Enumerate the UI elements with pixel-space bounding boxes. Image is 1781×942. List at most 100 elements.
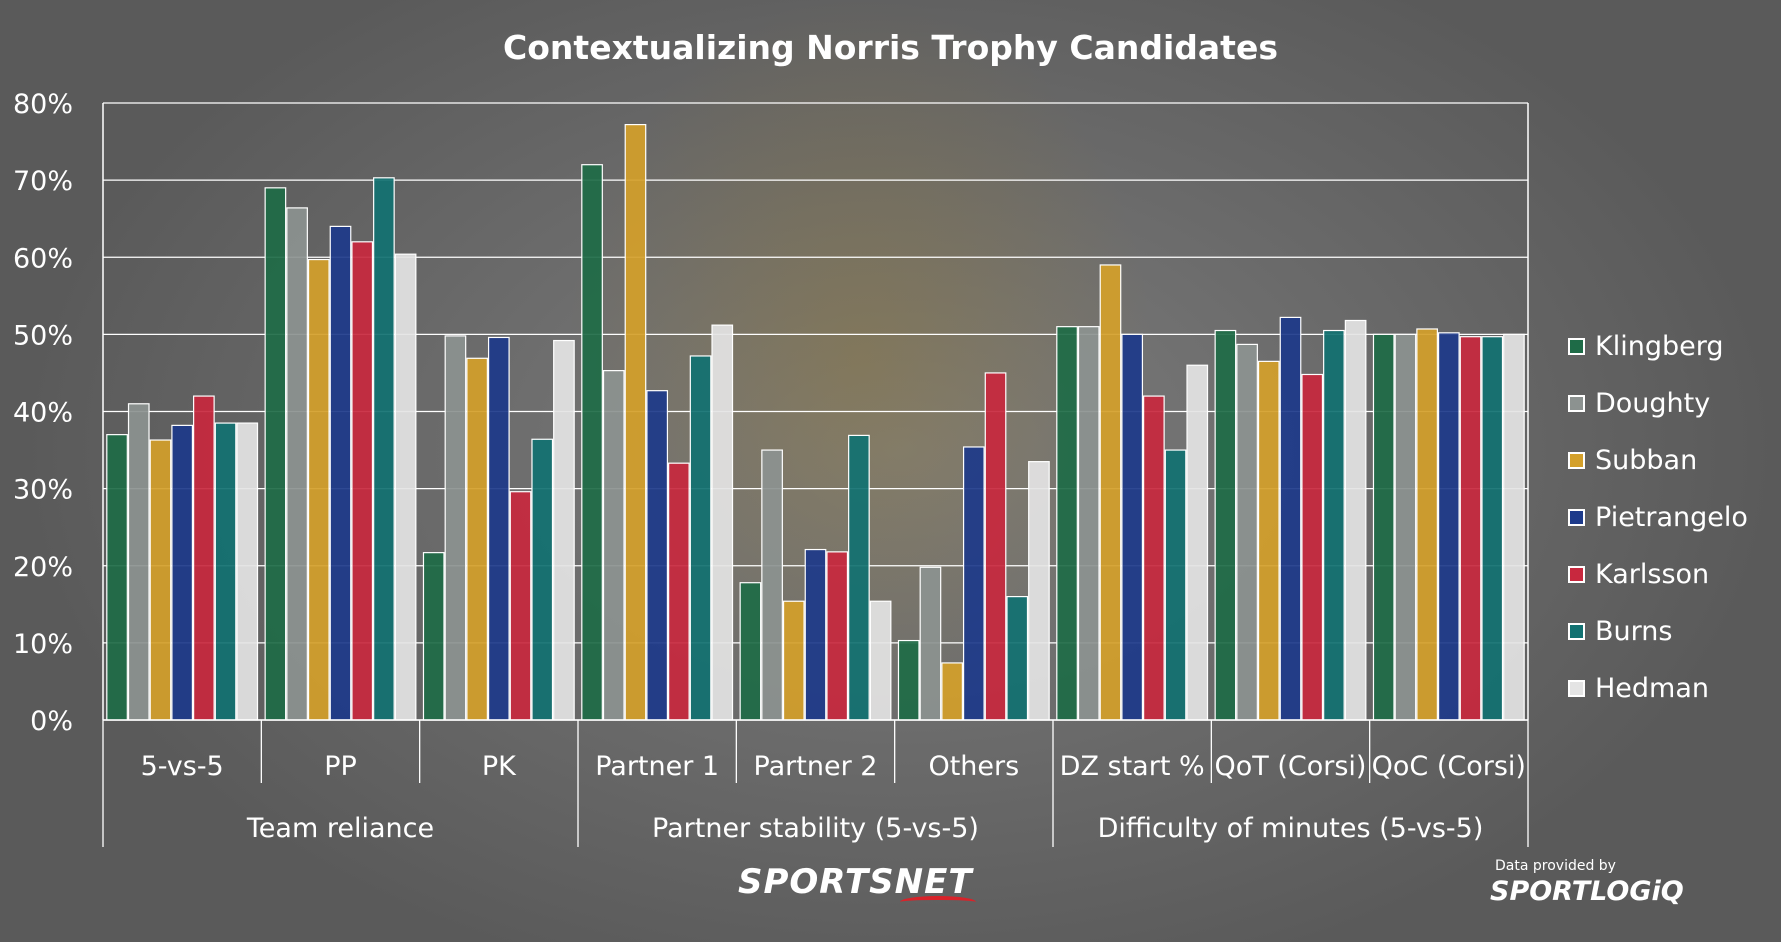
bar-subban [1257, 360, 1280, 721]
group-label: Difficulty of minutes (5-vs-5) [1098, 813, 1484, 844]
legend-label-karlsson: Karlsson [1595, 559, 1710, 590]
bar-klingberg [1056, 326, 1078, 721]
bar-doughty [919, 566, 942, 721]
bar-subban [466, 357, 488, 721]
y-tick-label: 70% [13, 166, 73, 197]
bar-doughty [1236, 343, 1258, 721]
legend-swatch-burns [1568, 623, 1585, 640]
legend-swatch-klingberg [1568, 338, 1585, 355]
y-tick-label: 80% [13, 89, 73, 120]
bar-pietrangelo [1437, 332, 1460, 721]
bar-burns [531, 438, 554, 721]
bar-hedman [1028, 461, 1050, 721]
bar-klingberg [739, 582, 762, 721]
data-credit: Data provided by [1495, 858, 1616, 874]
bar-karlsson [1459, 336, 1482, 721]
bar-burns [848, 434, 870, 721]
bar-doughty [286, 207, 308, 721]
legend-swatch-doughty [1568, 395, 1585, 412]
bar-subban [624, 123, 647, 721]
group-label: Team reliance [246, 813, 434, 844]
bar-doughty [1077, 326, 1100, 721]
bar-doughty [444, 335, 467, 721]
legend-item-karlsson: Karlsson [1568, 546, 1773, 603]
bar-hedman [553, 339, 575, 721]
bar-doughty [1394, 333, 1417, 721]
legend-label-burns: Burns [1595, 616, 1673, 647]
bar-doughty [602, 370, 625, 721]
bar-pietrangelo [804, 548, 827, 721]
bar-subban [782, 600, 805, 721]
bar-pietrangelo [487, 336, 510, 721]
bar-doughty [761, 449, 783, 721]
y-tick-label: 50% [13, 320, 73, 351]
bar-klingberg [106, 434, 128, 721]
bar-hedman [1503, 333, 1525, 721]
legend-label-pietrangelo: Pietrangelo [1595, 502, 1748, 533]
legend: Klingberg Doughty Subban Pietrangelo Kar… [1568, 318, 1773, 717]
bar-karlsson [1301, 373, 1324, 721]
bar-pietrangelo [329, 225, 352, 721]
y-tick-label: 30% [13, 475, 73, 506]
x-tick-label: DZ start % [1060, 751, 1205, 782]
legend-swatch-hedman [1568, 680, 1585, 697]
bar-pietrangelo [962, 446, 985, 721]
x-tick-label: QoC (Corsi) [1372, 751, 1526, 782]
legend-item-doughty: Doughty [1568, 375, 1773, 432]
bar-karlsson [351, 241, 374, 721]
x-tick-label: Partner 1 [595, 751, 719, 782]
bar-burns [1481, 336, 1504, 721]
legend-label-hedman: Hedman [1595, 673, 1710, 704]
bar-subban [149, 439, 172, 721]
bar-burns [1164, 449, 1187, 721]
bar-karlsson [1143, 395, 1165, 721]
y-tick-label: 0% [30, 706, 73, 737]
bar-klingberg [1214, 329, 1237, 721]
legend-label-subban: Subban [1595, 445, 1698, 476]
bar-hedman [394, 253, 417, 721]
bar-klingberg [422, 552, 445, 721]
bar-burns [689, 355, 712, 721]
legend-item-subban: Subban [1568, 432, 1773, 489]
bar-pietrangelo [171, 424, 194, 721]
bar-klingberg [264, 187, 287, 721]
legend-label-klingberg: Klingberg [1595, 331, 1724, 362]
bar-karlsson [668, 462, 690, 721]
chart-title: Contextualizing Norris Trophy Candidates [503, 28, 1278, 67]
bar-karlsson [984, 372, 1007, 721]
x-tick-label: Partner 2 [754, 751, 878, 782]
legend-item-hedman: Hedman [1568, 660, 1773, 717]
bar-karlsson [826, 551, 849, 721]
bar-burns [214, 422, 237, 721]
bar-pietrangelo [1279, 316, 1302, 721]
legend-item-klingberg: Klingberg [1568, 318, 1773, 375]
legend-swatch-karlsson [1568, 566, 1585, 583]
x-tick-label: 5-vs-5 [141, 751, 224, 782]
y-tick-label: 20% [13, 552, 73, 583]
bar-hedman [869, 600, 892, 721]
x-tick-label: Others [928, 751, 1019, 782]
sportlogiq-logo: SPORTLOGiQ [1490, 876, 1684, 907]
bar-pietrangelo [646, 390, 669, 721]
bar-burns [1006, 595, 1029, 721]
bar-hedman [1186, 364, 1209, 721]
y-tick-label: 40% [13, 398, 73, 429]
bar-klingberg [581, 164, 603, 721]
bar-pietrangelo [1121, 333, 1144, 721]
sportsnet-swoosh-icon [900, 896, 976, 908]
bar-klingberg [1372, 333, 1395, 721]
legend-swatch-pietrangelo [1568, 509, 1585, 526]
bar-subban [1416, 328, 1438, 721]
x-tick-label: PK [482, 751, 517, 782]
legend-item-burns: Burns [1568, 603, 1773, 660]
bar-hedman [711, 324, 734, 721]
group-label: Partner stability (5-vs-5) [652, 813, 979, 844]
y-tick-label: 10% [13, 629, 73, 660]
bar-burns [1323, 329, 1345, 721]
bar-doughty [127, 403, 150, 721]
bar-karlsson [509, 491, 532, 721]
x-tick-label: QoT (Corsi) [1215, 751, 1367, 782]
legend-item-pietrangelo: Pietrangelo [1568, 489, 1773, 546]
